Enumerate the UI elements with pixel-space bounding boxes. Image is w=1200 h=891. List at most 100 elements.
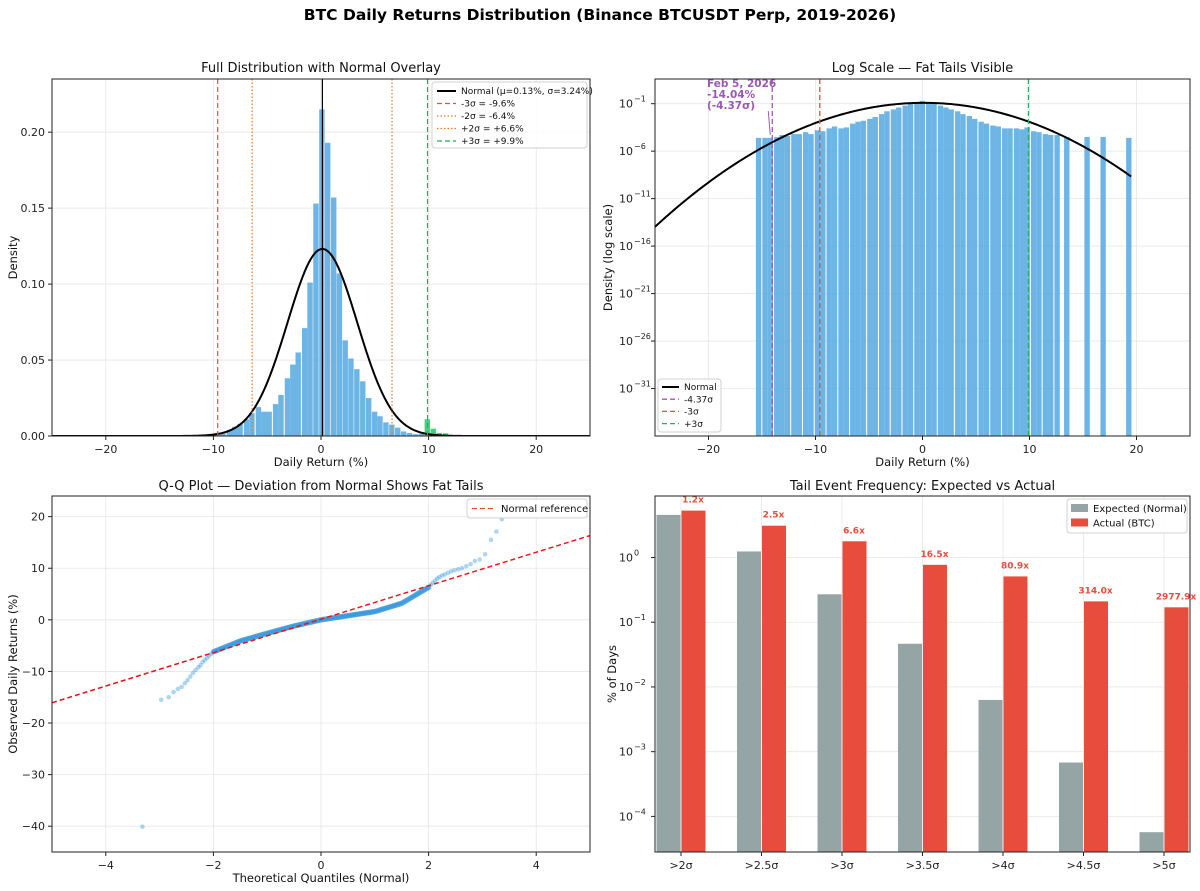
ratio-label: 2.5x <box>763 511 785 521</box>
histogram-bar <box>919 100 925 436</box>
log-legend: Normal -4.37σ -3σ +3σ <box>657 378 722 433</box>
qq-xtick-label: 2 <box>425 859 432 872</box>
qq-legend: Normal reference <box>466 498 588 519</box>
histogram-bar <box>354 369 360 436</box>
qq-point <box>187 674 193 679</box>
legend-label: -3σ = -9.6% <box>461 100 516 110</box>
full-xtick-label: 10 <box>422 443 436 456</box>
histogram-bar <box>1013 128 1020 436</box>
histogram-bar <box>972 118 978 436</box>
figure-title: BTC Daily Returns Distribution (Binance … <box>304 6 896 24</box>
histogram-bar <box>954 111 961 436</box>
qq-point <box>437 574 442 580</box>
qq-ytick-label: 10 <box>31 562 45 575</box>
qq-ylabel: Observed Daily Returns (%) <box>6 594 20 753</box>
panel-log-scale: Feb 5, 2026-14.04%(-4.37σ)−20 −10 0 10 2010−… <box>601 61 1191 469</box>
log-ytick-label: 10 <box>619 288 633 301</box>
panel-full-distribution: −20 −10 0 10 20 0.00 0.05 0.10 0.15 0.20 Full Dist… <box>6 61 593 469</box>
log-xtick-label: −20 <box>697 443 720 456</box>
histogram-bar <box>1019 129 1025 436</box>
histogram-bar <box>272 404 279 436</box>
histogram-bar <box>1054 135 1060 436</box>
histogram-bar <box>261 411 267 436</box>
histogram-bar <box>255 407 262 436</box>
histogram-bar <box>249 413 255 436</box>
histogram-bar <box>331 197 337 436</box>
histogram-bar <box>365 398 372 436</box>
annotation-arrow <box>767 110 771 135</box>
histogram-bar <box>1007 128 1013 436</box>
histogram-bar <box>412 434 419 436</box>
log-ytick-label: 10 <box>619 145 633 158</box>
log-ytick-label: 10 <box>619 335 633 348</box>
histogram-bar <box>1084 136 1090 436</box>
full-ytick-label: 0.20 <box>21 126 46 139</box>
full-ylabel: Density <box>6 235 20 279</box>
ratio-label: 16.5x <box>920 550 948 560</box>
histogram-bar <box>896 107 902 436</box>
qq-point <box>166 694 172 700</box>
tail-ytick-exponent: 0 <box>634 548 639 557</box>
qq-title: Q-Q Plot — Deviation from Normal Shows F… <box>159 479 484 494</box>
qq-point <box>171 689 176 695</box>
log-xlabel: Daily Return (%) <box>875 455 969 469</box>
qq-point <box>448 569 454 574</box>
qq-xlabel: Theoretical Quantiles (Normal) <box>232 871 410 885</box>
log-ytick-label: 10 <box>619 240 633 253</box>
histogram-bar <box>890 109 897 436</box>
actual-bar <box>1084 601 1108 852</box>
qq-point <box>442 572 448 577</box>
expected-bar <box>1139 832 1164 852</box>
histogram-bar <box>430 428 436 436</box>
normal-curve <box>52 247 590 436</box>
full-legend: Normal (μ=0.13%, σ=3.24%) -3σ = -9.6% -2σ … <box>431 81 593 149</box>
legend-label: Normal <box>684 383 717 393</box>
bars-group <box>755 100 1132 436</box>
histogram-bar <box>266 411 272 436</box>
legend-label: +2σ = +6.6% <box>461 125 524 135</box>
tail-ytick-exponent: −1 <box>634 613 646 622</box>
legend-label: Expected (Normal) <box>1093 504 1187 515</box>
histogram-bar <box>1042 134 1049 436</box>
qq-xtick-label: 4 <box>533 859 540 872</box>
expected-bar <box>898 643 922 852</box>
full-ytick-label: 0.10 <box>21 278 46 291</box>
histogram-bar <box>307 282 313 436</box>
histogram-bar <box>295 352 301 436</box>
qq-point <box>182 680 188 686</box>
ratio-label: 6.6x <box>843 526 865 536</box>
qq-point <box>185 677 190 683</box>
full-xtick-label: −10 <box>202 443 225 456</box>
full-ytick-label: 0.05 <box>21 354 46 367</box>
histogram-bar <box>884 111 890 436</box>
actual-bar <box>923 564 947 852</box>
qq-point <box>175 686 181 692</box>
histogram-bar <box>867 118 873 436</box>
histogram-bar <box>872 116 878 436</box>
qq-point <box>198 662 203 668</box>
histogram-bar <box>1030 131 1037 436</box>
full-xtick-label: 20 <box>529 443 543 456</box>
log-ytick-exponent: −1 <box>634 95 646 104</box>
tail-legend: Expected (Normal) Actual (BTC) <box>1066 498 1188 534</box>
qq-point <box>158 697 164 703</box>
histogram-bar <box>995 126 1001 436</box>
legend-swatch <box>1071 504 1088 512</box>
histogram-bar <box>406 432 413 436</box>
qq-point <box>455 566 461 572</box>
histogram-bar <box>418 433 425 436</box>
expected-bar <box>737 551 761 852</box>
tail-ylabel: % of Days <box>605 645 619 703</box>
legend-box <box>1066 498 1188 534</box>
histogram-bar <box>838 128 844 436</box>
tail-category-label: >4.5σ <box>1067 859 1101 872</box>
qq-ytick-label: −30 <box>22 769 45 782</box>
histogram-bar <box>400 431 407 436</box>
panel-tail-frequency: 1.2x 2.5x 6.6x 16.5x 80.9x 314.0x 2977.9x >2σ >2… <box>605 479 1196 872</box>
tail-category-label: >4σ <box>991 859 1014 872</box>
expected-bar <box>1059 762 1083 852</box>
full-title: Full Distribution with Normal Overlay <box>201 61 441 76</box>
qq-point <box>204 655 210 661</box>
qq-point <box>432 578 438 583</box>
